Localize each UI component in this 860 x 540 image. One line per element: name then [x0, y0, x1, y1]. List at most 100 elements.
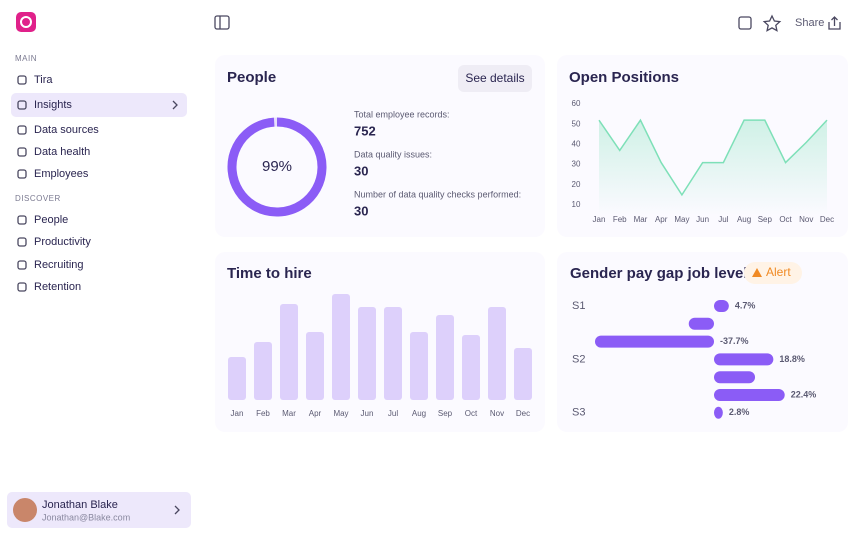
nav-icon — [17, 75, 27, 85]
bar — [436, 315, 454, 400]
bar — [306, 332, 324, 400]
y-tick-label: 60 — [572, 99, 581, 108]
nav-item[interactable]: People — [34, 214, 68, 226]
x-tick-label: Feb — [613, 215, 627, 224]
star-icon[interactable] — [762, 14, 782, 32]
avatar — [13, 498, 37, 522]
user-name: Jonathan Blake — [42, 499, 118, 511]
bar — [332, 294, 350, 400]
x-tick-label: Dec — [820, 215, 834, 224]
bar — [688, 317, 714, 330]
x-tick-label: Jul — [718, 215, 728, 224]
y-tick-label: 50 — [572, 119, 581, 128]
x-tick-label: Nov — [799, 215, 813, 224]
bar — [714, 406, 723, 419]
card-title: Time to hire — [227, 265, 312, 282]
edit-icon[interactable] — [738, 16, 752, 30]
stat-value: 30 — [354, 203, 368, 218]
active-nav — [11, 93, 187, 117]
x-tick-label: Feb — [256, 409, 270, 418]
card-title: Open Positions — [569, 69, 679, 86]
x-tick-label: Jun — [696, 215, 709, 224]
category-label: S3 — [572, 407, 585, 419]
stat-value: 752 — [354, 123, 376, 138]
share-button[interactable]: Share — [795, 17, 824, 29]
x-tick-label: Jan — [231, 409, 244, 418]
nav-icon — [17, 125, 27, 135]
nav-icon — [17, 215, 27, 225]
bar — [714, 300, 729, 312]
user-card[interactable] — [7, 492, 191, 528]
logo[interactable] — [16, 12, 36, 32]
bar — [410, 332, 428, 400]
nav-item[interactable]: Employees — [34, 168, 89, 180]
card — [215, 55, 545, 237]
card-title: People — [227, 69, 276, 86]
donut-arc — [227, 117, 327, 217]
button[interactable] — [458, 65, 532, 92]
category-label: S2 — [572, 353, 585, 365]
x-tick-label: Jun — [361, 409, 374, 418]
y-tick-label: 20 — [572, 180, 581, 189]
y-tick-label: 30 — [572, 160, 581, 169]
section-label: MAIN — [15, 54, 37, 63]
x-tick-label: Jan — [593, 215, 606, 224]
bar — [514, 348, 532, 400]
nav-icon — [17, 237, 27, 247]
bar — [358, 307, 376, 400]
bar — [714, 371, 756, 384]
x-tick-label: Oct — [465, 409, 478, 418]
x-tick-label: Oct — [779, 215, 792, 224]
bar — [488, 307, 506, 400]
bar — [228, 357, 246, 400]
bar — [462, 335, 480, 400]
button-label: See details — [465, 71, 524, 85]
value-label: 22.4% — [791, 389, 817, 399]
logo-mark — [20, 16, 32, 28]
value-label: -37.7% — [720, 336, 749, 346]
sidebar-toggle[interactable] — [214, 15, 230, 30]
x-tick-label: Dec — [516, 409, 530, 418]
nav-item[interactable]: Data health — [34, 146, 90, 158]
value-label: 2.8% — [729, 407, 750, 417]
stat-label: Number of data quality checks performed: — [354, 189, 521, 199]
bar — [714, 389, 785, 401]
nav-item[interactable]: Data sources — [34, 124, 99, 136]
x-tick-label: Sep — [438, 409, 453, 418]
x-tick-label: Jul — [388, 409, 398, 418]
nav-item[interactable]: Recruiting — [34, 259, 84, 271]
category-label: S1 — [572, 300, 585, 312]
x-tick-label: Mar — [282, 409, 296, 418]
nav-item[interactable]: Tira — [34, 74, 53, 86]
nav-icon — [17, 260, 27, 270]
bar — [384, 307, 402, 400]
x-tick-label: May — [333, 409, 348, 418]
badge — [744, 262, 802, 284]
nav-item[interactable]: Productivity — [34, 236, 91, 248]
alert-icon — [752, 268, 762, 277]
nav-item[interactable]: Insights — [34, 99, 72, 111]
x-tick-label: Apr — [309, 409, 322, 418]
y-tick-label: 40 — [572, 140, 581, 149]
value-label: 18.8% — [779, 354, 805, 364]
x-tick-label: Aug — [412, 409, 426, 418]
x-tick-label: Apr — [655, 215, 668, 224]
x-tick-label: Sep — [758, 215, 773, 224]
chevron — [172, 100, 178, 110]
x-tick-label: Nov — [490, 409, 504, 418]
donut-label: 99% — [262, 158, 292, 175]
value-label: 4.7% — [735, 300, 756, 310]
card-title: Gender pay gap job level — [570, 265, 748, 282]
stat-value: 30 — [354, 163, 368, 178]
nav-icon — [17, 147, 27, 157]
y-tick-label: 10 — [572, 200, 581, 209]
bar — [254, 342, 272, 400]
nav-item[interactable]: Retention — [34, 281, 81, 293]
chevron — [174, 505, 180, 515]
user-email: Jonathan@Blake.com — [42, 512, 130, 522]
bar — [595, 335, 714, 348]
stat-label: Total employee records: — [354, 109, 450, 119]
stat-label: Data quality issues: — [354, 149, 432, 159]
section-label: DISCOVER — [15, 194, 61, 203]
